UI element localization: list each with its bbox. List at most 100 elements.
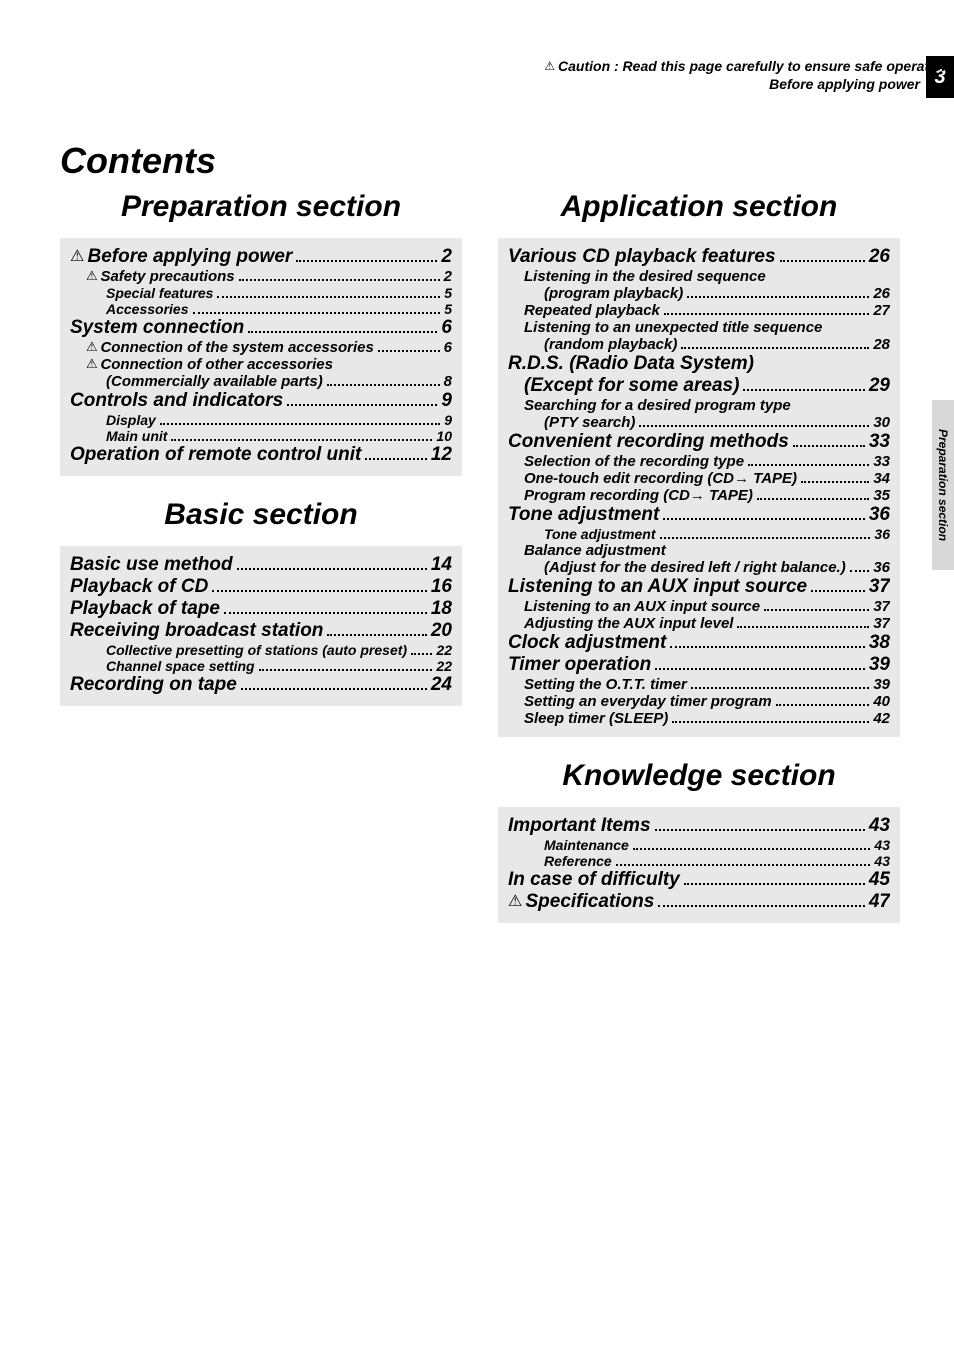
toc-leader — [633, 848, 871, 850]
toc-label: Playback of CD — [70, 576, 208, 598]
warning-icon: ⚠ — [544, 59, 555, 73]
toc-leader — [248, 331, 437, 333]
toc-page: 36 — [873, 559, 890, 576]
toc-label: Accessories — [106, 301, 189, 317]
toc-leader — [193, 312, 441, 314]
before-power-text: Before applying power — [486, 76, 954, 92]
toc-page: 18 — [431, 598, 452, 620]
toc-leader — [764, 609, 869, 611]
toc-label: Tone adjustment — [544, 526, 656, 542]
toc-entry-line2: (Adjust for the desired left / right bal… — [508, 559, 890, 576]
toc-entry: Main unit 10 — [70, 428, 452, 444]
toc-label: Adjusting the AUX input level — [524, 615, 733, 632]
contents-title: Contents — [60, 140, 216, 182]
toc-page: 37 — [869, 576, 890, 598]
toc-leader — [743, 389, 864, 391]
toc-label: Reference — [544, 853, 612, 869]
warning-icon: ⚠ — [86, 356, 97, 372]
toc-page: 30 — [873, 414, 890, 431]
toc-entry: Convenient recording methods 33 — [508, 431, 890, 453]
toc-entry: Controls and indicators 9 — [70, 390, 452, 412]
toc-entry: ⚠Before applying power 2 — [70, 246, 452, 268]
toc-page: 2 — [444, 268, 452, 285]
toc-leader — [327, 384, 440, 386]
toc-entry-line1: Searching for a desired program type — [508, 397, 890, 414]
toc-entry: Listening to an unexpected title sequenc… — [508, 319, 890, 353]
toc-label: System connection — [70, 317, 244, 339]
toc-page: 20 — [431, 620, 452, 642]
warning-icon: ⚠ — [86, 339, 97, 355]
caution-text: ⚠Caution : Read this page carefully to e… — [486, 58, 954, 74]
toc-label: Program recording (CD→ TAPE) — [524, 487, 753, 504]
toc-label: ⚠Connection of other accessories — [86, 356, 333, 373]
toc-label: Various CD playback features — [508, 246, 776, 268]
toc-entry: Channel space setting 22 — [70, 658, 452, 674]
toc-sublabel: (random playback) — [544, 336, 677, 353]
toc-page: 34 — [873, 470, 890, 487]
toc-label: Main unit — [106, 428, 167, 444]
toc-entry: ⚠Safety precautions 2 — [70, 268, 452, 285]
toc-leader — [327, 634, 426, 636]
toc-label: Playback of tape — [70, 598, 220, 620]
toc-leader — [378, 350, 440, 352]
toc-sublabel: (Except for some areas) — [524, 375, 739, 397]
toc-label: Repeated playback — [524, 302, 660, 319]
toc-leader — [681, 347, 869, 349]
toc-entry-line1: R.D.S. (Radio Data System) — [508, 353, 890, 375]
toc-page: 8 — [444, 373, 452, 390]
toc-page: 33 — [869, 431, 890, 453]
toc-label: Listening to an AUX input source — [508, 576, 807, 598]
toc-page: 37 — [873, 598, 890, 615]
toc-label: Recording on tape — [70, 674, 237, 696]
toc-entry: Searching for a desired program type (PT… — [508, 397, 890, 431]
toc-page: 45 — [869, 869, 890, 891]
toc-leader — [850, 570, 870, 572]
toc-entry-line1: Listening to an unexpected title sequenc… — [508, 319, 890, 336]
toc-leader — [687, 296, 869, 298]
toc-page: 39 — [873, 676, 890, 693]
toc-leader — [411, 653, 432, 655]
toc-leader — [655, 668, 865, 670]
section-title: Knowledge section — [498, 759, 900, 793]
toc-page: 43 — [869, 815, 890, 837]
toc-leader — [664, 313, 869, 315]
toc-label: Maintenance — [544, 837, 629, 853]
toc-leader — [616, 864, 871, 866]
columns: Preparation section ⚠Before applying pow… — [60, 180, 900, 945]
toc-leader — [691, 687, 870, 689]
toc-entry: Important Items 43 — [508, 815, 890, 837]
toc-entry: One-touch edit recording (CD→ TAPE) 34 — [508, 470, 890, 487]
toc-entry: Setting an everyday timer program 40 — [508, 693, 890, 710]
toc-page: 6 — [441, 317, 452, 339]
toc-label: Basic use method — [70, 554, 233, 576]
toc-entry: Listening to an AUX input source 37 — [508, 576, 890, 598]
toc-entry-line2: (random playback) 28 — [508, 336, 890, 353]
section-box: Various CD playback features 26 Listenin… — [498, 238, 900, 737]
toc-entry: Receiving broadcast station 20 — [70, 620, 452, 642]
toc-entry: Selection of the recording type 33 — [508, 453, 890, 470]
toc-sublabel: (PTY search) — [544, 414, 635, 431]
side-section-tab: Preparation section — [932, 400, 954, 570]
toc-label: Controls and indicators — [70, 390, 283, 412]
toc-label: Tone adjustment — [508, 504, 659, 526]
right-column: Application section Various CD playback … — [498, 180, 900, 945]
toc-page: 5 — [444, 301, 452, 317]
toc-entry: Listening to an AUX input source 37 — [508, 598, 890, 615]
toc-page: 26 — [869, 246, 890, 268]
toc-leader — [793, 445, 865, 447]
section-title: Application section — [498, 190, 900, 224]
toc-label: Sleep timer (SLEEP) — [524, 710, 668, 727]
toc-leader — [670, 646, 864, 648]
toc-label: Receiving broadcast station — [70, 620, 323, 642]
toc-leader — [241, 688, 427, 690]
toc-label: Listening in the desired sequence — [524, 268, 766, 285]
toc-label: Special features — [106, 285, 213, 301]
toc-page: 47 — [869, 891, 890, 913]
toc-label: Searching for a desired program type — [524, 397, 791, 414]
toc-leader — [160, 423, 440, 425]
toc-page: 24 — [431, 674, 452, 696]
toc-page: 43 — [874, 853, 890, 869]
toc-leader — [672, 721, 869, 723]
toc-entry: Operation of remote control unit 12 — [70, 444, 452, 466]
toc-page: 43 — [874, 837, 890, 853]
